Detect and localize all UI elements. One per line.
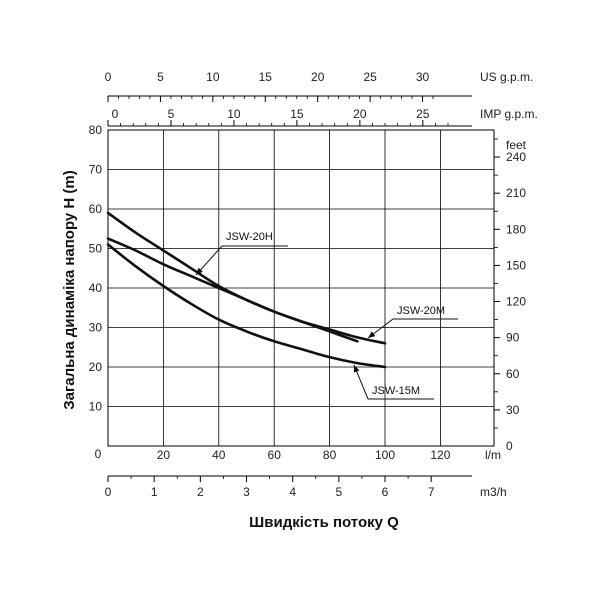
- x-tick-label: 100: [375, 448, 395, 462]
- imp-tick-label: 25: [416, 107, 430, 121]
- us-tick-label: 15: [259, 70, 273, 84]
- us-tick-label: 30: [416, 70, 430, 84]
- m3h-tick-label: 6: [382, 485, 389, 499]
- x-unit-label: l/m: [485, 448, 501, 462]
- x-axis-lpm: 20 40 60 80 100 120 l/m: [157, 448, 501, 462]
- series-label-jsw-20h: JSW-20H: [226, 231, 273, 243]
- x-tick-label: 60: [268, 448, 282, 462]
- y-axis-meters: 10 20 30 40 50 60 70 80 0: [89, 123, 103, 461]
- us-tick-label: 25: [363, 70, 377, 84]
- imp-tick-label: 10: [227, 107, 241, 121]
- x-axis-title: Швидкість потоку Q: [249, 514, 399, 531]
- feet-tick-label: 120: [506, 295, 526, 309]
- m3h-tick-label: 4: [289, 485, 296, 499]
- y-tick-label: 30: [89, 321, 103, 335]
- us-unit-label: US g.p.m.: [480, 70, 533, 84]
- y-tick-label: 20: [89, 360, 103, 374]
- series-arrowhead-jsw-20h: [196, 267, 203, 275]
- m3h-tick-label: 7: [428, 485, 435, 499]
- m3h-tick-label: 1: [151, 485, 158, 499]
- imp-gpm-axis: 0 5 10 15 20 25 IMP g.p.m.: [107, 107, 538, 127]
- us-tick-label: 0: [105, 70, 112, 84]
- us-tick-label: 5: [157, 70, 164, 84]
- feet-tick-label: 240: [506, 150, 526, 164]
- y-tick-label: 60: [89, 202, 103, 216]
- series-line-jsw-15m: [106, 243, 387, 369]
- series-label-jsw-20m: JSW-20M: [397, 305, 445, 317]
- feet-tick-label: 150: [506, 258, 526, 272]
- m3h-tick-label: 5: [335, 485, 342, 499]
- feet-tick-label: 0: [506, 439, 513, 453]
- us-tick-label: 20: [311, 70, 325, 84]
- series-label-jsw-15m: JSW-15M: [372, 385, 420, 397]
- m3h-tick-label: 3: [243, 485, 250, 499]
- imp-unit-label: IMP g.p.m.: [480, 107, 538, 121]
- performance-curves: [106, 211, 387, 369]
- series-arrowhead-jsw-20m: [368, 331, 376, 338]
- plot-grid: [107, 129, 495, 447]
- feet-tick-label: 60: [506, 367, 520, 381]
- imp-tick-label: 5: [168, 107, 175, 121]
- m3h-tick-label: 2: [197, 485, 204, 499]
- y-tick-label: 50: [89, 242, 103, 256]
- y-tick-label: 40: [89, 281, 103, 295]
- series-labels: JSW-20H JSW-20M JSW-15M: [195, 231, 458, 400]
- y-axis-title: Загальна динаміка напору H (m): [61, 170, 78, 410]
- y-zero-label: 0: [95, 447, 102, 461]
- feet-tick-label: 30: [506, 403, 520, 417]
- imp-tick-label: 15: [290, 107, 304, 121]
- imp-tick-label: 20: [353, 107, 367, 121]
- m3h-tick-label: 0: [105, 485, 112, 499]
- x-tick-label: 20: [157, 448, 171, 462]
- us-tick-label: 10: [206, 70, 220, 84]
- x-tick-label: 120: [430, 448, 450, 462]
- x-tick-label: 40: [212, 448, 226, 462]
- series-line-jsw-20m: [106, 237, 359, 343]
- feet-tick-label: 210: [506, 186, 526, 200]
- us-gpm-axis: 0 5 10 15 20 25 30 US g.p.m.: [105, 70, 533, 102]
- y-tick-label: 80: [89, 123, 103, 137]
- y-tick-label: 10: [89, 400, 103, 414]
- x-tick-label: 80: [323, 448, 337, 462]
- m3h-unit-label: m3/h: [480, 485, 507, 499]
- x-axis-m3h: 0 1 2 3 4 5 6 7 m3/h: [105, 475, 507, 499]
- series-arrowhead-jsw-15m: [353, 365, 360, 373]
- y-tick-label: 70: [89, 163, 103, 177]
- feet-tick-label: 90: [506, 331, 520, 345]
- feet-unit-label: feet: [506, 138, 527, 152]
- imp-tick-label: 0: [112, 107, 119, 121]
- feet-tick-label: 180: [506, 222, 526, 236]
